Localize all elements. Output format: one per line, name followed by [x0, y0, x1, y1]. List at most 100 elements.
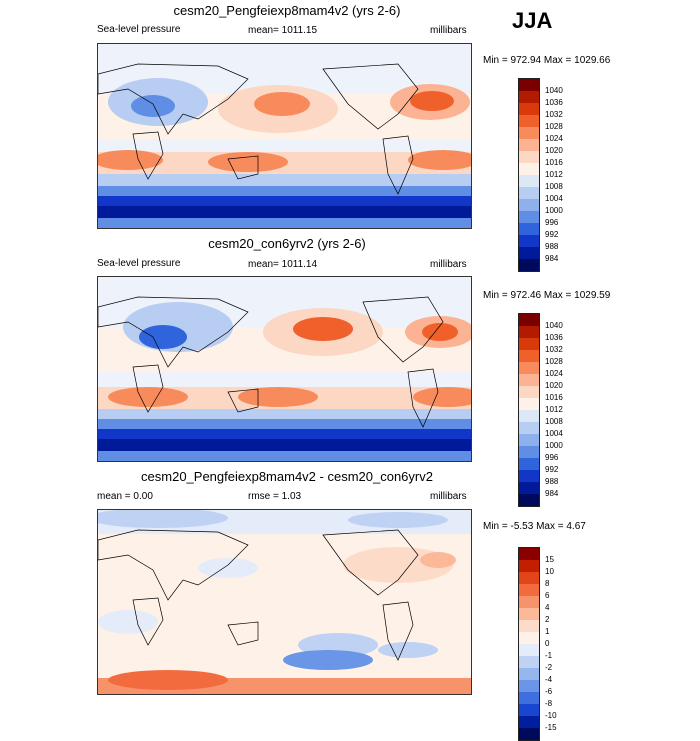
panel3-colorbar-label: 2: [545, 615, 550, 624]
panel2-colorbar-swatch: [519, 386, 539, 398]
panel3-colorbar-label: 4: [545, 603, 550, 612]
panel2-colorbar-swatch: [519, 326, 539, 338]
panel1-variable: Sea-level pressure: [97, 24, 181, 35]
panel2-colorbar-swatch: [519, 494, 539, 506]
panel3-colorbar-label: 10: [545, 567, 554, 576]
panel2-colorbar-swatch: [519, 350, 539, 362]
panel3-colorbar-label: -10: [545, 711, 557, 720]
panel2-colorbar-swatch: [519, 458, 539, 470]
panel1-colorbar-swatch: [519, 163, 539, 175]
panel2-colorbar-label: 992: [545, 465, 559, 474]
panel2-colorbar-label: 1040: [545, 321, 563, 330]
panel3-colorbar-label: 15: [545, 555, 554, 564]
panel1-colorbar-swatch: [519, 127, 539, 139]
panel1-colorbar-swatch: [519, 223, 539, 235]
panel3-colorbar-swatch: [519, 596, 539, 608]
panel3-colorbar-swatch: [519, 548, 539, 560]
panel3-colorbar-swatch: [519, 644, 539, 656]
panel2-colorbar-label: 1016: [545, 393, 563, 402]
panel2-colorbar: [518, 313, 540, 507]
panel3-colorbar-swatch: [519, 692, 539, 704]
panel1-colorbar-label: 1008: [545, 182, 563, 191]
panel2-colorbar-label: 1024: [545, 369, 563, 378]
panel2-colorbar-label: 1008: [545, 417, 563, 426]
panel3-colorbar-swatch: [519, 680, 539, 692]
panel2-mean: mean= 1011.14: [248, 259, 318, 270]
panel1-colorbar-label: 1040: [545, 86, 563, 95]
panel1-colorbar-swatch: [519, 139, 539, 151]
panel1-colorbar-swatch: [519, 259, 539, 271]
panel2-colorbar-swatch: [519, 374, 539, 386]
panel3-colorbar-label: -2: [545, 663, 553, 672]
panel2-colorbar-swatch: [519, 314, 539, 326]
panel2-colorbar-label: 1028: [545, 357, 563, 366]
panel1-colorbar-label: 1004: [545, 194, 563, 203]
panel3-colorbar-label: -15: [545, 723, 557, 732]
panel2-colorbar-label: 996: [545, 453, 559, 462]
panel3-colorbar-swatch: [519, 584, 539, 596]
panel2-colorbar-swatch: [519, 362, 539, 374]
panel2-colorbar-label: 1036: [545, 333, 563, 342]
panel2-colorbar-label: 1012: [545, 405, 563, 414]
panel1-units: millibars: [430, 25, 467, 36]
panel1-colorbar-label: 1032: [545, 110, 563, 119]
panel3-mean: mean = 0.00: [97, 491, 153, 502]
panel3-colorbar-swatch: [519, 560, 539, 572]
panel1-minmax: Min = 972.94 Max = 1029.66: [483, 55, 611, 66]
panel2-colorbar-swatch: [519, 410, 539, 422]
panel2-colorbar-label: 1000: [545, 441, 563, 450]
panel2-colorbar-swatch: [519, 434, 539, 446]
panel1-colorbar-swatch: [519, 79, 539, 91]
panel1-colorbar-swatch: [519, 199, 539, 211]
panel1-colorbar-label: 988: [545, 242, 559, 251]
panel1-colorbar-label: 1000: [545, 206, 563, 215]
panel3-colorbar-label: 0: [545, 639, 550, 648]
panel1-colorbar-label: 992: [545, 230, 559, 239]
panel1-colorbar-label: 1024: [545, 134, 563, 143]
season-label: JJA: [512, 8, 553, 33]
panel1-colorbar-label: 1036: [545, 98, 563, 107]
panel1-colorbar-label: 1016: [545, 158, 563, 167]
panel3-colorbar-swatch: [519, 728, 539, 740]
panel3-colorbar-label: 8: [545, 579, 550, 588]
panel3-colorbar-swatch: [519, 704, 539, 716]
panel3-colorbar-swatch: [519, 668, 539, 680]
panel2-colorbar-swatch: [519, 482, 539, 494]
panel2-variable: Sea-level pressure: [97, 258, 181, 269]
panel2-units: millibars: [430, 259, 467, 270]
panel2-colorbar-label: 1020: [545, 381, 563, 390]
panel1-colorbar-swatch: [519, 247, 539, 259]
panel1-colorbar-label: 984: [545, 254, 559, 263]
panel3-colorbar-swatch: [519, 632, 539, 644]
panel1-colorbar-swatch: [519, 91, 539, 103]
panel2-colorbar-swatch: [519, 422, 539, 434]
panel1-colorbar-label: 996: [545, 218, 559, 227]
panel3-colorbar-label: -1: [545, 651, 553, 660]
panel1-colorbar-label: 1020: [545, 146, 563, 155]
panel1-colorbar-swatch: [519, 235, 539, 247]
panel3-colorbar-swatch: [519, 620, 539, 632]
panel3-colorbar-label: -6: [545, 687, 553, 696]
panel2-map: [97, 276, 472, 462]
panel2-colorbar-label: 984: [545, 489, 559, 498]
panel1-colorbar-swatch: [519, 187, 539, 199]
panel3-title: cesm20_Pengfeiexp8mam4v2 - cesm20_con6yr…: [141, 469, 433, 484]
panel2-colorbar-swatch: [519, 338, 539, 350]
panel3-colorbar-label: -4: [545, 675, 553, 684]
panel2-colorbar-label: 1032: [545, 345, 563, 354]
panel1-map: [97, 43, 472, 229]
panel3-colorbar-label: 6: [545, 591, 550, 600]
panel1-colorbar-swatch: [519, 175, 539, 187]
panel2-title: cesm20_con6yrv2 (yrs 2-6): [208, 236, 366, 251]
panel3-units: millibars: [430, 491, 467, 502]
panel1-colorbar-label: 1028: [545, 122, 563, 131]
panel1-colorbar-swatch: [519, 151, 539, 163]
panel3-colorbar: [518, 547, 540, 741]
panel2-colorbar-label: 988: [545, 477, 559, 486]
panel2-colorbar-swatch: [519, 398, 539, 410]
panel2-colorbar-swatch: [519, 446, 539, 458]
panel3-colorbar-label: 1: [545, 627, 550, 636]
panel1-colorbar-swatch: [519, 103, 539, 115]
panel1-mean: mean= 1011.15: [248, 25, 318, 36]
panel3-colorbar-label: -8: [545, 699, 553, 708]
